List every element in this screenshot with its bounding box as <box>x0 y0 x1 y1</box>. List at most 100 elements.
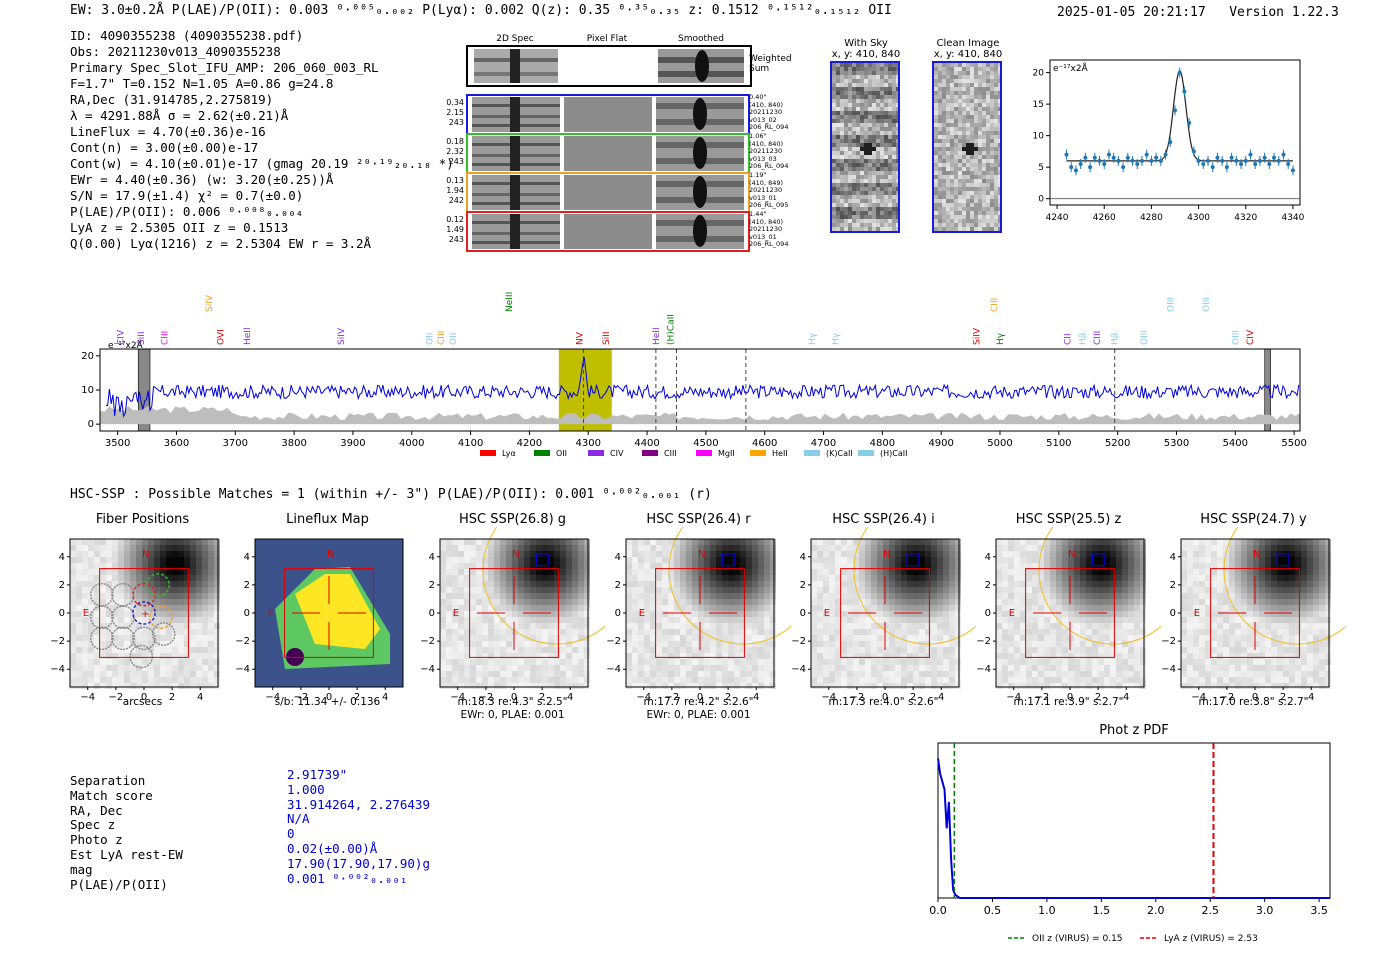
pixel <box>626 671 632 677</box>
pixel <box>734 683 740 689</box>
noise-pixel <box>876 131 880 135</box>
pixel <box>650 653 656 659</box>
noise-pixel <box>896 83 900 87</box>
noise-pixel <box>836 75 840 79</box>
noise-pixel <box>970 175 974 179</box>
noise-pixel <box>892 219 896 223</box>
pixel <box>1020 551 1026 557</box>
noise-pixel <box>946 195 950 199</box>
pixel <box>88 641 94 647</box>
noise-pixel <box>958 203 962 207</box>
pixel <box>1134 575 1140 581</box>
pixel <box>178 617 184 623</box>
noise-pixel <box>970 163 974 167</box>
pixel <box>835 647 841 653</box>
noise-pixel <box>856 183 860 187</box>
pixel <box>452 677 458 683</box>
noise-pixel <box>884 139 888 143</box>
pixel <box>638 635 644 641</box>
pixel <box>518 653 524 659</box>
noise-pixel <box>962 71 966 75</box>
pixel <box>446 659 452 665</box>
y-tick-label: −4 <box>235 664 250 675</box>
pixel <box>500 539 506 545</box>
pixel <box>1098 671 1104 677</box>
noise-pixel <box>986 79 990 83</box>
pixel <box>536 665 542 671</box>
pixel <box>1062 563 1068 569</box>
pixel <box>566 611 572 617</box>
noise-pixel <box>884 219 888 223</box>
pixel <box>907 611 913 617</box>
noise-pixel <box>962 83 966 87</box>
y-tick-label: 20 <box>1033 69 1045 79</box>
pixel <box>572 575 578 581</box>
pixel <box>482 545 488 551</box>
pixel <box>1032 641 1038 647</box>
noise-pixel <box>892 147 896 151</box>
pixel <box>494 683 500 689</box>
pixel <box>716 539 722 545</box>
pixel <box>208 563 214 569</box>
cutout-meta-line: 206_RL_094 <box>749 162 789 171</box>
pixel <box>1014 641 1020 647</box>
pixel <box>877 599 883 605</box>
pixel <box>1014 611 1020 617</box>
pixel <box>178 605 184 611</box>
pixel <box>464 641 470 647</box>
pixel <box>668 671 674 677</box>
pixel <box>578 611 584 617</box>
pixel <box>1002 587 1008 593</box>
noise-pixel <box>868 219 872 223</box>
noise-pixel <box>848 131 852 135</box>
noise-pixel <box>844 139 848 143</box>
pixel <box>178 653 184 659</box>
noise-pixel <box>938 207 942 211</box>
pixel <box>512 641 518 647</box>
pixel <box>554 575 560 581</box>
pixel <box>1086 599 1092 605</box>
noise-pixel <box>888 107 892 111</box>
noise-pixel <box>832 135 836 139</box>
pixel <box>1134 569 1140 575</box>
compass-east: E <box>639 608 645 619</box>
noise-pixel <box>978 207 982 211</box>
noise-pixel <box>848 135 852 139</box>
pixel <box>1068 647 1074 653</box>
pixel <box>172 575 178 581</box>
pixel <box>154 599 160 605</box>
noise-pixel <box>954 131 958 135</box>
pixel <box>1074 611 1080 617</box>
pixel <box>202 623 208 629</box>
pixel <box>847 659 853 665</box>
pixel <box>913 581 919 587</box>
noise-pixel <box>986 99 990 103</box>
pixel <box>847 569 853 575</box>
pixel <box>889 587 895 593</box>
pixel <box>1026 569 1032 575</box>
noise-pixel <box>994 63 998 67</box>
pixel <box>644 683 650 689</box>
noise-pixel <box>876 199 880 203</box>
pixel <box>943 563 949 569</box>
pixel <box>835 671 841 677</box>
noise-pixel <box>994 127 998 131</box>
pixel <box>919 551 925 557</box>
pixel <box>758 569 764 575</box>
pixel <box>494 581 500 587</box>
pixel <box>626 563 632 569</box>
noise-pixel <box>942 187 946 191</box>
noise-pixel <box>852 187 856 191</box>
pixel <box>656 617 662 623</box>
pixel <box>889 647 895 653</box>
pixel <box>458 587 464 593</box>
pixel <box>752 569 758 575</box>
pixel <box>871 563 877 569</box>
noise-pixel <box>868 111 872 115</box>
pixel <box>907 635 913 641</box>
pixel <box>811 599 817 605</box>
noise-pixel <box>990 95 994 99</box>
pixel <box>166 629 172 635</box>
pixel <box>500 593 506 599</box>
